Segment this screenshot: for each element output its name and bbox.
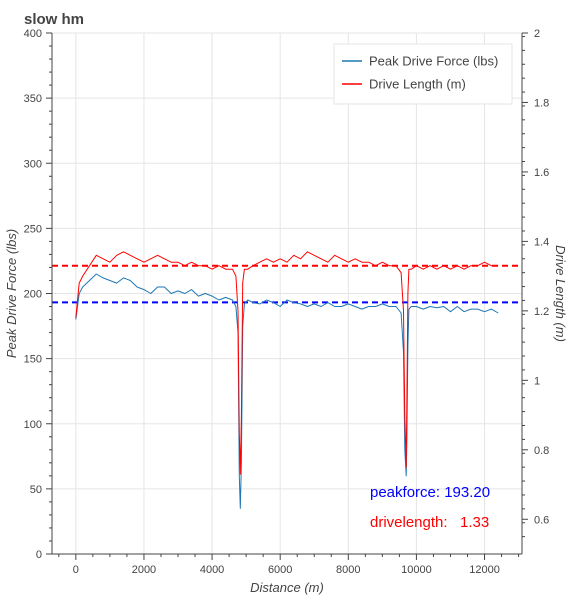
- chart-title: slow hm: [24, 11, 84, 28]
- y2-tick-label: 1.2: [534, 306, 549, 318]
- y2-tick-label: 1.8: [534, 97, 549, 109]
- series-group: [75, 251, 499, 509]
- series-line-1: [75, 251, 499, 475]
- x-tick-label: 10000: [401, 564, 432, 576]
- y-tick-label: 400: [24, 28, 42, 40]
- x-tick-label: 4000: [200, 564, 224, 576]
- y-tick-label: 50: [30, 484, 42, 496]
- y2-tick-label: 0.6: [534, 514, 549, 526]
- x-tick-label: 12000: [469, 564, 500, 576]
- y-tick-label: 200: [24, 289, 42, 301]
- series-line-0: [75, 273, 499, 509]
- x-tick-label: 8000: [336, 564, 360, 576]
- y-tick-label: 300: [24, 158, 42, 170]
- y2-axis-ticks: 0.6 0.8 1 1.2 1.4 1.6 1.8 2: [522, 28, 549, 538]
- y-axis-label: Peak Drive Force (lbs): [4, 229, 19, 358]
- y2-axis-label: Drive Length (m): [553, 245, 568, 342]
- annotations: peakforce: 193.20 drivelength: 1.33: [370, 484, 490, 531]
- y-axis-ticks: 0 50 100 150 200 250 300 350 400: [24, 28, 52, 561]
- legend-label-0: Peak Drive Force (lbs): [369, 54, 498, 69]
- legend-label-1: Drive Length (m): [369, 77, 466, 92]
- y2-tick-label: 1.4: [534, 236, 549, 248]
- x-tick-label: 2000: [132, 564, 156, 576]
- annotation-0: peakforce: 193.20: [370, 484, 490, 501]
- legend: Peak Drive Force (lbs) Drive Length (m): [333, 43, 513, 105]
- y2-tick-label: 2: [534, 28, 540, 40]
- y-tick-label: 350: [24, 93, 42, 105]
- x-tick-label: 6000: [268, 564, 292, 576]
- x-axis-ticks: 0 2000 4000 6000 8000 10000 12000: [58, 554, 520, 576]
- annotation-1: drivelength: 1.33: [370, 514, 489, 531]
- legend-box: [333, 43, 513, 105]
- y-tick-label: 0: [36, 549, 42, 561]
- y2-tick-label: 0.8: [534, 445, 549, 457]
- y-tick-label: 150: [24, 354, 42, 366]
- y2-tick-label: 1: [534, 375, 540, 387]
- x-axis-label: Distance (m): [250, 580, 324, 595]
- y-tick-label: 100: [24, 419, 42, 431]
- y2-tick-label: 1.6: [534, 167, 549, 179]
- y-tick-label: 250: [24, 223, 42, 235]
- x-tick-label: 0: [73, 564, 79, 576]
